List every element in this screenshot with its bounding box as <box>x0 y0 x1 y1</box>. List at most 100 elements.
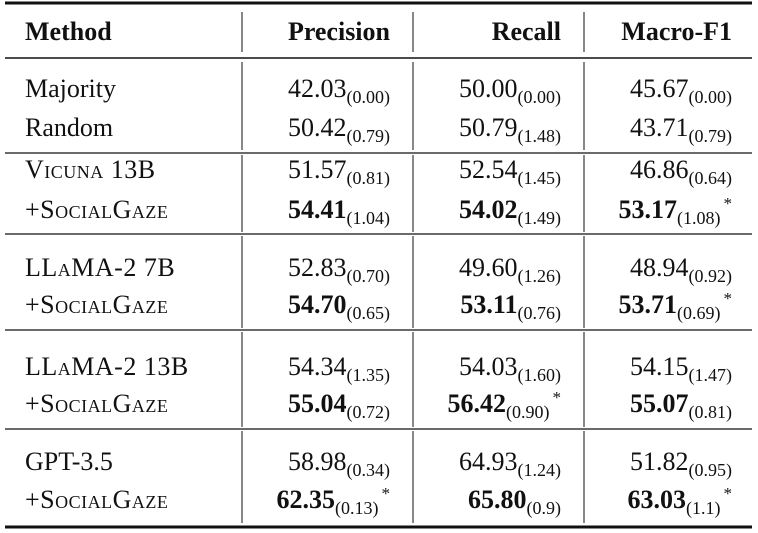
column-header: Precision <box>288 17 391 46</box>
score-cell: 64.93(1.24) <box>459 447 561 481</box>
score-std: (0.00) <box>689 87 733 108</box>
score-cell: 45.67(0.00) <box>630 74 732 108</box>
score-cell: 51.57(0.81) <box>288 155 390 189</box>
score-value: 43.71 <box>630 113 689 142</box>
method-name: Random <box>25 113 113 142</box>
method-name: LLaMA-2 7B <box>25 253 175 282</box>
score-value: 52.54 <box>459 155 518 184</box>
score-std: (1.35) <box>347 365 391 386</box>
significance-mark: * <box>724 194 733 213</box>
score-value: 54.41 <box>288 195 347 224</box>
significance-mark: * <box>724 289 733 308</box>
score-cell: 50.00(0.00) <box>459 74 561 108</box>
score-value: 46.86 <box>630 155 689 184</box>
score-cell: 62.35(0.13)* <box>277 484 391 519</box>
score-value: 49.60 <box>459 253 518 282</box>
score-std: (0.9) <box>527 498 562 519</box>
score-std: (0.81) <box>347 168 391 189</box>
score-value: 54.15 <box>630 352 689 381</box>
score-cell: 51.82(0.95) <box>630 447 732 481</box>
score-value: 42.03 <box>288 74 347 103</box>
score-value: 51.57 <box>288 155 347 184</box>
score-value: 54.02 <box>459 195 518 224</box>
score-value: 45.67 <box>630 74 689 103</box>
score-value: 62.35 <box>277 485 336 514</box>
score-value: 53.71 <box>619 290 678 319</box>
score-cell: 54.70(0.65) <box>288 290 390 324</box>
score-value: 55.04 <box>288 389 347 418</box>
score-std: (1.49) <box>518 208 562 229</box>
score-cell: 54.41(1.04) <box>288 195 390 229</box>
score-std: (1.26) <box>518 266 562 287</box>
score-value: 58.98 <box>288 447 347 476</box>
score-std: (0.79) <box>689 126 733 147</box>
significance-mark: * <box>382 484 391 503</box>
score-std: (1.1) <box>686 498 721 519</box>
method-name: LLaMA-2 13B <box>25 352 189 381</box>
score-cell: 49.60(1.26) <box>459 253 561 287</box>
score-std: (1.24) <box>518 460 562 481</box>
score-value: 50.00 <box>459 74 518 103</box>
score-cell: 63.03(1.1)* <box>628 484 733 519</box>
score-cell: 55.04(0.72) <box>288 389 390 423</box>
column-header: Macro-F1 <box>621 17 732 46</box>
score-cell: 48.94(0.92) <box>630 253 732 287</box>
score-value: 56.42 <box>448 389 507 418</box>
score-cell: 54.34(1.35) <box>288 352 390 386</box>
score-cell: 65.80(0.9) <box>468 485 561 519</box>
score-value: 53.11 <box>460 290 517 319</box>
score-value: 52.83 <box>288 253 347 282</box>
score-cell: 52.54(1.45) <box>459 155 561 189</box>
method-name: GPT-3.5 <box>25 447 113 476</box>
score-std: (1.04) <box>347 208 391 229</box>
score-value: 55.07 <box>630 389 689 418</box>
score-cell: 53.71(0.69)* <box>619 289 733 324</box>
method-name: Majority <box>25 74 116 103</box>
score-cell: 56.42(0.90)* <box>448 388 562 423</box>
score-std: (1.60) <box>518 365 562 386</box>
score-std: (1.08) <box>677 208 721 229</box>
significance-mark: * <box>553 388 562 407</box>
method-name: +SocialGaze <box>25 290 168 319</box>
score-std: (0.13) <box>335 498 379 519</box>
score-std: (0.64) <box>689 168 733 189</box>
score-value: 64.93 <box>459 447 518 476</box>
score-std: (0.90) <box>506 402 550 423</box>
column-header: Method <box>25 17 112 46</box>
score-std: (0.00) <box>518 87 562 108</box>
score-value: 54.70 <box>288 290 347 319</box>
score-std: (0.81) <box>689 402 733 423</box>
score-std: (0.95) <box>689 460 733 481</box>
score-value: 63.03 <box>628 485 687 514</box>
score-cell: 58.98(0.34) <box>288 447 390 481</box>
score-value: 51.82 <box>630 447 689 476</box>
significance-mark: * <box>724 484 733 503</box>
score-cell: 53.17(1.08)* <box>619 194 733 229</box>
method-name: +SocialGaze <box>25 195 168 224</box>
score-std: (0.70) <box>347 266 391 287</box>
score-cell: 46.86(0.64) <box>630 155 732 189</box>
column-header: Recall <box>492 17 561 46</box>
score-cell: 54.02(1.49) <box>459 195 561 229</box>
score-cell: 52.83(0.70) <box>288 253 390 287</box>
score-cell: 50.42(0.79) <box>288 113 390 147</box>
score-std: (1.47) <box>689 365 733 386</box>
method-name: +SocialGaze <box>25 389 168 418</box>
method-name: Vicuna 13B <box>25 155 156 184</box>
score-cell: 43.71(0.79) <box>630 113 732 147</box>
score-cell: 42.03(0.00) <box>288 74 390 108</box>
score-cell: 54.15(1.47) <box>630 352 732 386</box>
score-std: (1.45) <box>518 168 562 189</box>
score-cell: 50.79(1.48) <box>459 113 561 147</box>
score-std: (0.69) <box>677 303 721 324</box>
score-cell: 53.11(0.76) <box>460 290 561 324</box>
score-std: (0.76) <box>518 303 562 324</box>
score-value: 50.42 <box>288 113 347 142</box>
score-cell: 54.03(1.60) <box>459 352 561 386</box>
score-std: (0.00) <box>347 87 391 108</box>
score-value: 65.80 <box>468 485 527 514</box>
score-value: 48.94 <box>630 253 689 282</box>
score-std: (0.72) <box>347 402 391 423</box>
score-value: 54.03 <box>459 352 518 381</box>
